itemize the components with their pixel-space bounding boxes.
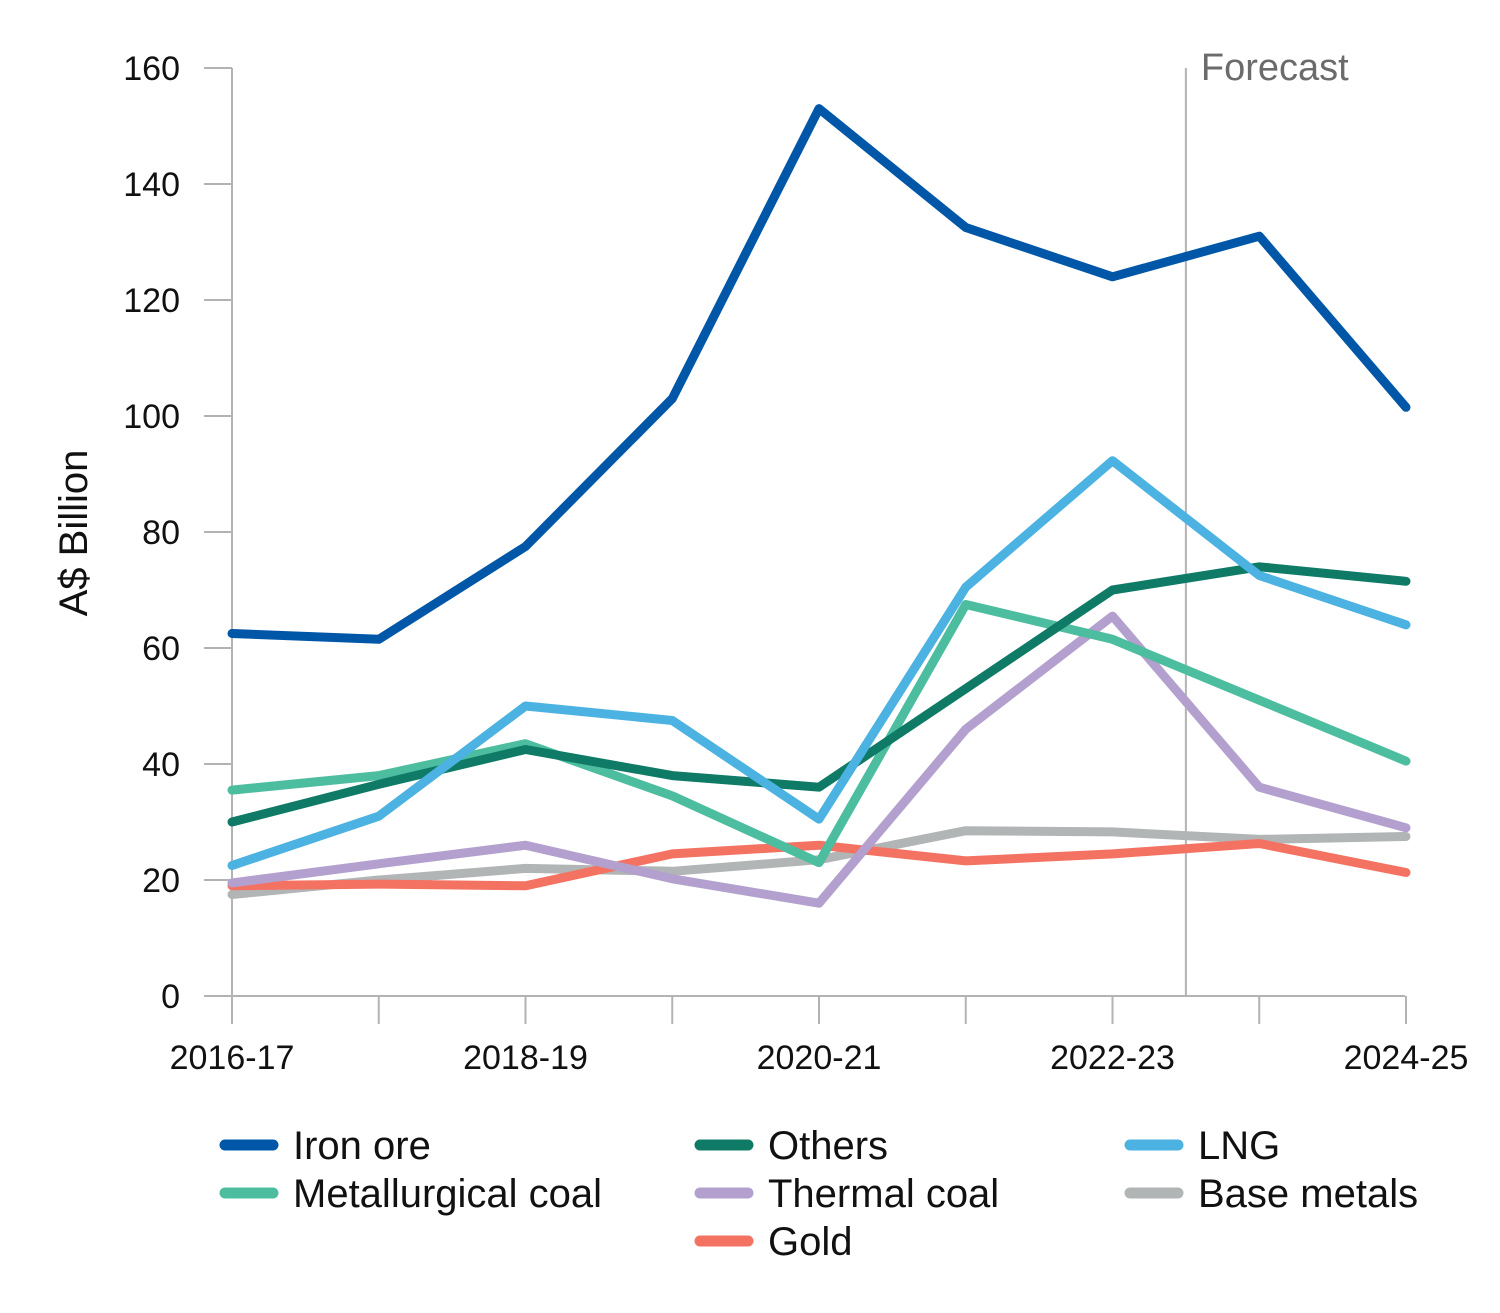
series-line-lng (227, 456, 1411, 870)
legend-label-gold: Gold (768, 1220, 853, 1264)
series-line-gold (227, 839, 1411, 891)
forecast-marker: Forecast (1184, 47, 1349, 996)
x-tick-label: 2020-21 (757, 1039, 882, 1077)
chart-axes: 0 20 40 60 80 100 120 140 160 2016-17 2018-19 2020-… (123, 50, 1468, 1077)
x-tick-label: 2024-25 (1344, 1039, 1469, 1077)
y-tick-label: 160 (123, 50, 180, 88)
x-tick-label: 2022-23 (1050, 1039, 1175, 1077)
y-tick-label: 60 (142, 630, 180, 668)
x-tick-label: 2018-19 (463, 1039, 588, 1077)
chart-series-lines (227, 104, 1411, 908)
legend-label-metallurgical-coal: Metallurgical coal (293, 1172, 602, 1216)
forecast-label: Forecast (1201, 47, 1349, 89)
x-tick-label: 2016-17 (170, 1039, 295, 1077)
legend-label-lng: LNG (1198, 1124, 1280, 1168)
series-line-iron-ore (227, 104, 1411, 644)
legend-label-others: Others (768, 1124, 888, 1168)
y-tick-label: 80 (142, 514, 180, 552)
y-tick-label: 0 (161, 978, 180, 1016)
series-line-others (227, 562, 1411, 827)
series-line-metallurgical-coal (227, 600, 1411, 868)
y-axis-label: A$ Billion (52, 450, 96, 617)
y-tick-label: 120 (123, 282, 180, 320)
legend-label-iron-ore: Iron ore (293, 1124, 431, 1168)
y-tick-label: 20 (142, 862, 180, 900)
y-tick-label: 40 (142, 746, 180, 784)
series-line-thermal-coal (227, 611, 1411, 908)
legend-label-base-metals: Base metals (1198, 1172, 1418, 1216)
legend-label-thermal-coal: Thermal coal (768, 1172, 999, 1216)
y-tick-label: 100 (123, 398, 180, 436)
chart-legend: Iron ore Others LNG Metallurgical coal Therm… (219, 1124, 1418, 1264)
y-tick-label: 140 (123, 166, 180, 204)
